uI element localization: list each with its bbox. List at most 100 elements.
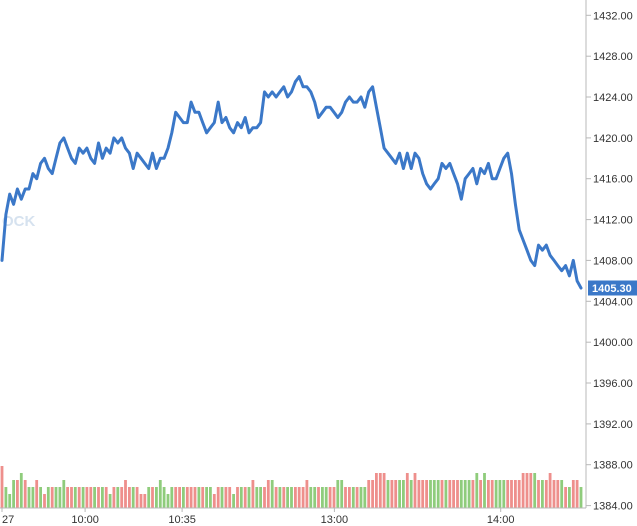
volume-bar <box>189 487 193 508</box>
y-tick-label: 1400.00 <box>593 337 633 349</box>
volume-bar <box>351 487 355 508</box>
volume-bar <box>201 487 205 508</box>
volume-bar <box>348 487 351 508</box>
volume-bar <box>429 480 432 508</box>
volume-bar <box>413 473 417 508</box>
volume-bar <box>479 480 482 508</box>
volume-bar <box>282 487 286 508</box>
volume-bar <box>236 487 239 508</box>
y-tick-label: 1408.00 <box>593 255 633 267</box>
volume-bar <box>124 480 127 508</box>
volume-bar <box>502 480 506 508</box>
volume-bar <box>155 487 158 508</box>
volume-bar <box>8 494 12 508</box>
y-tick-label: 1416.00 <box>593 174 633 186</box>
last-price-label: 1405.30 <box>588 280 637 296</box>
volume-bar <box>417 480 421 508</box>
volume-bar <box>494 480 498 508</box>
volume-bar <box>54 487 58 508</box>
volume-bar <box>521 473 525 508</box>
volume-bar <box>336 480 340 508</box>
volume-bar <box>344 487 347 508</box>
volume-bar <box>112 487 116 508</box>
volume-bar <box>266 480 270 508</box>
volume-bar <box>533 473 537 508</box>
volume-bar <box>309 487 313 508</box>
volume-bar <box>452 480 455 508</box>
volume-bar <box>162 487 166 508</box>
volume-bar <box>12 480 15 508</box>
volume-bar <box>182 487 185 508</box>
volume-bar <box>23 480 27 508</box>
volume-bar <box>394 480 398 508</box>
volume-bar <box>205 487 208 508</box>
volume-bar <box>324 487 328 508</box>
volume-bar <box>108 494 112 508</box>
volume-bar <box>560 480 564 508</box>
volume-bar <box>197 487 201 508</box>
volume-bar <box>490 480 494 508</box>
volume-bar <box>35 480 39 508</box>
volume-bar <box>224 487 228 508</box>
volume-bar <box>544 480 548 508</box>
volume-bar <box>514 480 517 508</box>
volume-bar <box>525 473 529 508</box>
volume-bar <box>216 487 220 508</box>
x-tick-label: 10:00 <box>71 514 99 526</box>
volume-bar <box>85 487 89 508</box>
x-tick-label: 27 <box>2 514 14 526</box>
volume-bar <box>46 487 50 508</box>
volume-bar <box>93 487 96 508</box>
volume-bar <box>255 487 259 508</box>
volume-bar <box>537 480 540 508</box>
last-price-badge <box>588 280 637 296</box>
volume-bar <box>510 480 513 508</box>
y-tick-label: 1432.00 <box>593 10 633 22</box>
volume-bar <box>166 494 170 508</box>
volume-bar <box>367 480 371 508</box>
volume-bar <box>448 480 452 508</box>
volume-bar <box>19 473 23 508</box>
volume-bar <box>58 487 62 508</box>
volume-bar <box>158 480 162 508</box>
y-tick-label: 1404.00 <box>593 296 633 308</box>
y-tick-label: 1428.00 <box>593 51 633 63</box>
volume-bar <box>313 487 317 508</box>
volume-bar <box>568 487 571 508</box>
volume-bar <box>321 487 324 508</box>
volume-bar <box>232 494 235 508</box>
volume-bar <box>498 480 502 508</box>
volume-bar <box>170 487 174 508</box>
volume-bar <box>571 480 575 508</box>
volume-bars <box>0 466 583 508</box>
volume-bar <box>475 473 479 508</box>
y-tick-label: 1412.00 <box>593 215 633 227</box>
volume-bar <box>444 480 448 508</box>
volume-bar <box>301 487 305 508</box>
volume-bar <box>386 480 390 508</box>
volume-bar <box>143 494 147 508</box>
volume-bar <box>421 480 425 508</box>
volume-bar <box>459 480 463 508</box>
volume-bar <box>297 487 301 508</box>
volume-bar <box>31 487 35 508</box>
volume-bar <box>174 487 178 508</box>
volume-bar <box>151 487 154 508</box>
volume-bar <box>432 480 436 508</box>
volume-bar <box>506 480 510 508</box>
volume-bar <box>529 473 533 508</box>
volume-bar <box>139 494 143 508</box>
volume-bar <box>73 487 77 508</box>
volume-bar <box>97 487 100 508</box>
price-line <box>0 75 583 290</box>
volume-bar <box>147 487 151 508</box>
volume-bar <box>579 487 583 508</box>
volume-bar <box>120 487 124 508</box>
volume-bar <box>340 480 344 508</box>
volume-bar <box>552 480 556 508</box>
volume-bar <box>89 487 93 508</box>
volume-bar <box>278 487 282 508</box>
volume-bar <box>220 487 224 508</box>
volume-bar <box>290 487 293 508</box>
volume-bar <box>193 487 197 508</box>
